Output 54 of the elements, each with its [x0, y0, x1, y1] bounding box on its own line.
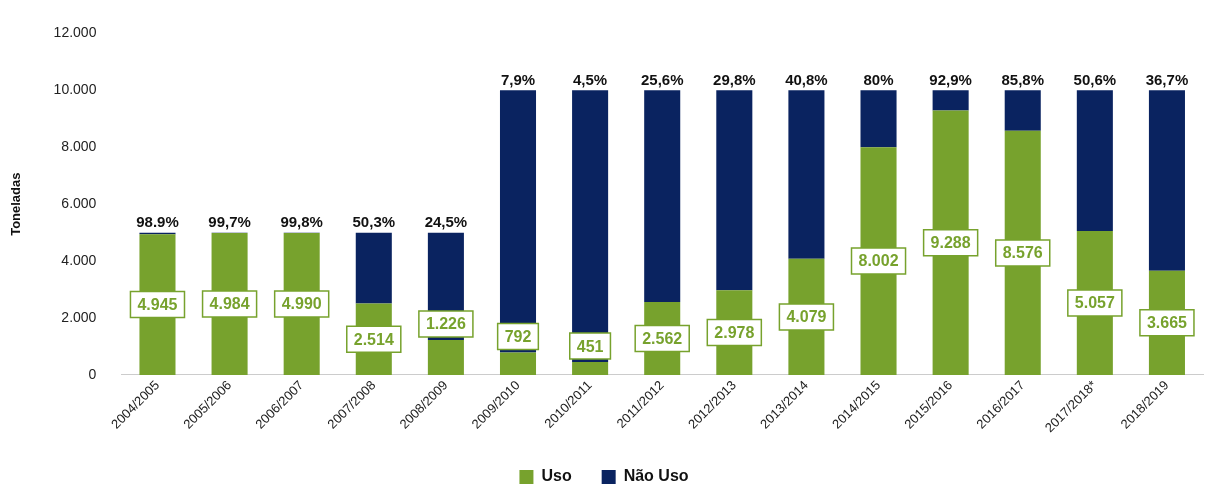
y-tick-label: 4.000 — [61, 251, 97, 268]
annotation: 50,6% — [1073, 70, 1117, 88]
bar — [716, 90, 753, 291]
annotation: 29,8% — [713, 70, 756, 88]
annotation: 80% — [863, 70, 894, 88]
bar — [355, 232, 392, 304]
bar — [1076, 90, 1113, 232]
annotation: 25,6% — [640, 70, 684, 88]
data-label: 8.576 — [1002, 244, 1043, 262]
annotation: 40,8% — [785, 70, 828, 88]
bar — [1004, 90, 1041, 131]
y-tick-label: 6.000 — [61, 195, 97, 212]
data-label: 2.562 — [642, 329, 683, 347]
data-label: 5.057 — [1074, 294, 1115, 312]
bar — [427, 340, 464, 375]
data-label: 792 — [504, 327, 532, 345]
annotation: 99,7% — [208, 213, 251, 231]
bar — [788, 90, 825, 259]
bar — [1148, 90, 1185, 271]
y-tick-label: 8.000 — [61, 138, 97, 155]
annotation: 7,9% — [500, 70, 536, 88]
annotation: 24,5% — [424, 213, 468, 231]
annotation: 85,8% — [1001, 70, 1045, 88]
annotation: 99,8% — [280, 213, 323, 231]
bar — [572, 362, 609, 375]
bar — [572, 90, 609, 363]
data-label: 4.984 — [209, 295, 250, 313]
y-tick-label: 2.000 — [61, 308, 97, 325]
data-label: 451 — [576, 337, 604, 355]
annotation: 4,5% — [573, 70, 608, 88]
bar — [499, 90, 537, 353]
data-label: 2.514 — [353, 330, 394, 348]
data-label: 9.288 — [930, 234, 971, 252]
annotation: 36,7% — [1145, 70, 1189, 88]
bar — [644, 90, 681, 303]
y-tick-label: 12.000 — [53, 24, 97, 41]
y-axis-title: Toneladas — [8, 172, 24, 236]
bar — [499, 352, 537, 375]
data-label: 4.990 — [281, 295, 322, 313]
data-label: 4.945 — [137, 295, 178, 313]
y-tick-label: 0 — [88, 365, 97, 382]
data-label: 1.226 — [425, 315, 467, 333]
annotation: 50,3% — [352, 213, 396, 231]
annotation: 98.9% — [136, 213, 179, 231]
data-label: 3.665 — [1146, 314, 1188, 332]
bar — [932, 90, 969, 111]
legend-label: Não Uso — [623, 467, 689, 485]
y-tick-label: 10.000 — [53, 81, 97, 98]
data-label: 2.978 — [714, 323, 755, 341]
annotation: 92,9% — [929, 70, 972, 88]
legend-label: Uso — [541, 467, 572, 485]
data-label: 4.079 — [786, 308, 827, 326]
bar — [860, 90, 897, 148]
data-label: 8.002 — [858, 252, 899, 270]
